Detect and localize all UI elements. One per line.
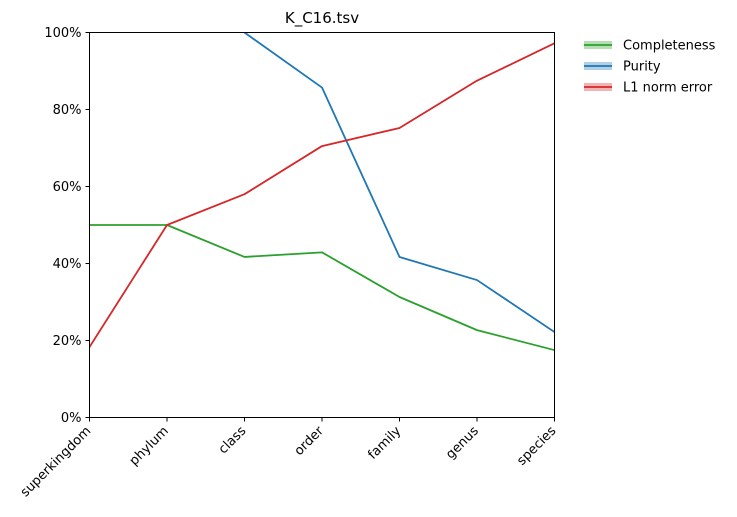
legend-item-purity: Purity: [584, 60, 661, 75]
legend-item-l1-norm-error: L1 norm error: [584, 81, 713, 96]
y-tick-label: 40%: [53, 257, 82, 272]
x-tick-label: order: [292, 423, 328, 459]
x-tick-label: genus: [443, 424, 482, 463]
x-tick-label: superkingdom: [18, 424, 94, 500]
x-axis: superkingdom phylum class order family genus s…: [18, 417, 559, 500]
x-tick-label: family: [365, 424, 404, 463]
plot-lines: [89, 32, 555, 352]
chart-title: K_C16.tsv: [285, 9, 359, 28]
legend-label: L1 norm error: [623, 81, 713, 96]
y-tick-label: 0%: [61, 411, 82, 426]
legend-item-completeness: Completeness: [584, 39, 716, 54]
y-tick-label: 20%: [53, 334, 82, 349]
series-group: [89, 32, 555, 352]
x-tick-label: class: [216, 424, 250, 458]
y-axis: 0% 20% 40% 60% 80% 100%: [44, 26, 90, 426]
legend: Completeness Purity L1 norm error: [584, 39, 716, 96]
y-tick-label: 80%: [53, 103, 82, 118]
series-line-completeness: [89, 224, 555, 352]
legend-label: Completeness: [623, 39, 716, 54]
y-tick-label: 60%: [53, 180, 82, 195]
plot-frame: [89, 32, 555, 418]
x-tick-label: phylum: [127, 424, 172, 469]
series-line-purity: [243, 32, 555, 334]
y-tick-label: 100%: [44, 26, 81, 41]
legend-label: Purity: [623, 60, 661, 75]
x-tick-label: species: [514, 424, 559, 469]
series-line-l1-norm-error: [89, 42, 555, 349]
